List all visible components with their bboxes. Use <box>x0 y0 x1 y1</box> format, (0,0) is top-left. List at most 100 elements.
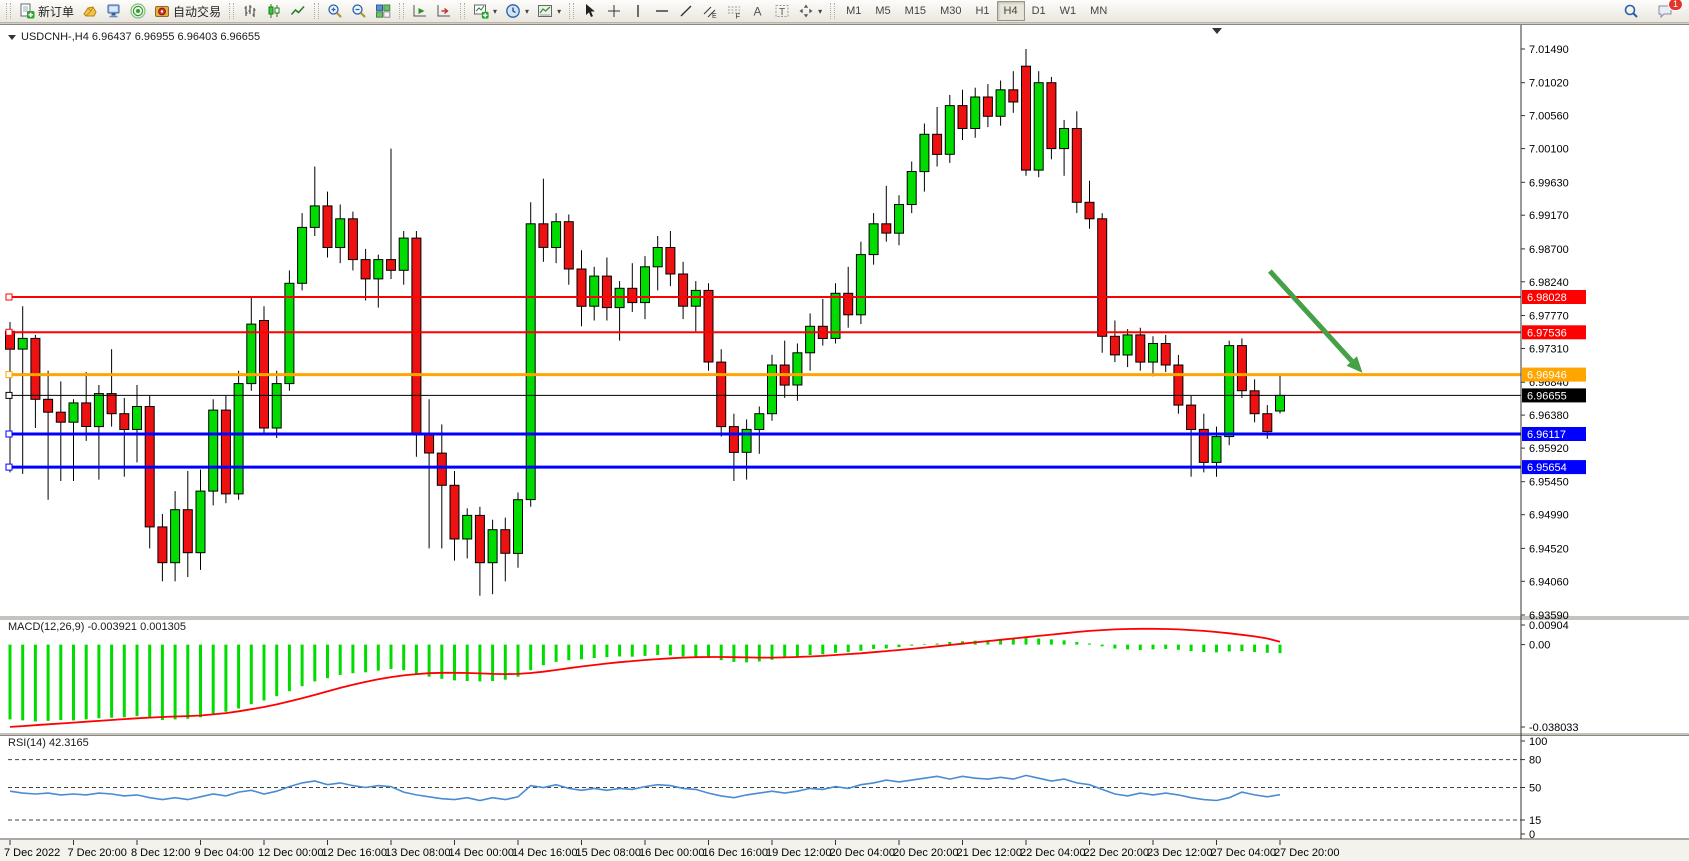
horizontal-level-6.96655[interactable] <box>5 391 1521 399</box>
svg-text:9 Dec 04:00: 9 Dec 04:00 <box>195 847 254 859</box>
candle <box>906 171 917 205</box>
tf-m15-button[interactable]: M15 <box>898 1 933 21</box>
candle <box>1186 404 1197 431</box>
svg-text:20 Dec 04:00: 20 Dec 04:00 <box>830 847 895 859</box>
candle <box>30 337 41 400</box>
svg-text:6.95654: 6.95654 <box>1527 462 1567 474</box>
zoom-out-icon <box>351 3 367 19</box>
svg-text:F: F <box>736 12 741 20</box>
notifications-button[interactable]: 1 <box>1653 0 1683 21</box>
zoom-in-button[interactable] <box>323 1 347 21</box>
tf-w1-button[interactable]: W1 <box>1053 1 1084 21</box>
hline-icon <box>654 3 670 19</box>
zoom-out-button[interactable] <box>347 1 371 21</box>
horizontal-level-6.96946[interactable] <box>5 371 1521 379</box>
candle <box>678 273 689 307</box>
svg-text:22 Dec 04:00: 22 Dec 04:00 <box>1020 847 1085 859</box>
chevron-down-icon: ▾ <box>557 6 562 16</box>
toolbar-group-scroll <box>408 0 456 22</box>
candle <box>754 413 765 431</box>
candle <box>1122 334 1133 356</box>
new-order-button[interactable]: 新订单 <box>15 1 78 21</box>
tf-m5-button[interactable]: M5 <box>868 1 897 21</box>
toolbar-grip <box>569 3 575 19</box>
auto-trading-button[interactable]: 自动交易 <box>150 1 225 21</box>
toolbar-group-timeframes: M1 M5 M15 M30 H1 H4 D1 W1 MN <box>839 0 1114 22</box>
candle <box>462 514 473 540</box>
toolbar-grip <box>314 3 320 19</box>
pane-separators[interactable] <box>0 616 1689 840</box>
signals-button[interactable] <box>126 1 150 21</box>
candle <box>436 452 447 486</box>
auto-scroll-icon <box>412 3 428 19</box>
candle <box>551 221 562 248</box>
svg-text:6.97770: 6.97770 <box>1529 311 1569 323</box>
notification-badge: 1 <box>1667 0 1683 11</box>
vertical-line-button[interactable] <box>626 1 650 21</box>
chart-symbol-period: USDCNH-,H4 <box>21 31 89 43</box>
text-button[interactable]: A <box>746 1 770 21</box>
tile-windows-button[interactable] <box>371 1 395 21</box>
crosshair-button[interactable] <box>602 1 626 21</box>
tf-h4-button[interactable]: H4 <box>996 1 1025 21</box>
chart-shift-marker[interactable] <box>1212 28 1222 34</box>
periods-button[interactable]: ▾ <box>501 1 533 21</box>
chart-canvas[interactable]: 7.01490 7.01020 7.00560 7.00100 6.99630 6.991… <box>0 25 1689 861</box>
market-watch-button[interactable] <box>78 1 102 21</box>
candle <box>843 292 854 316</box>
svg-text:19 Dec 12:00: 19 Dec 12:00 <box>766 847 831 859</box>
candle <box>1249 390 1260 415</box>
svg-text:E: E <box>712 13 717 19</box>
horizontal-line-button[interactable] <box>650 1 674 21</box>
time-axis[interactable]: 7 Dec 2022 7 Dec 20:00 8 Dec 12:00 9 Dec 04… <box>4 840 1339 859</box>
time-axis-background <box>0 840 1689 861</box>
horizontal-level-6.95654[interactable] <box>5 463 1521 471</box>
trendline-icon <box>678 3 694 19</box>
toolbar-group-new-objects: ▾ ▾ ▾ <box>469 0 565 22</box>
tf-m1-button[interactable]: M1 <box>839 1 868 21</box>
horizontal-level-6.98028[interactable] <box>5 293 1521 301</box>
chart-header[interactable]: USDCNH-,H4 6.96437 6.96955 6.96403 6.966… <box>8 31 260 43</box>
trend-arrow[interactable] <box>1267 269 1363 373</box>
candle <box>106 393 117 415</box>
clock-icon <box>505 3 521 19</box>
tf-m30-button[interactable]: M30 <box>933 1 968 21</box>
price-badge <box>1522 290 1586 304</box>
horizontal-level-6.97536[interactable] <box>5 328 1521 336</box>
svg-text:6.98700: 6.98700 <box>1529 244 1569 256</box>
tf-mn-button[interactable]: MN <box>1083 1 1114 21</box>
candle <box>538 223 549 248</box>
candlestick-button[interactable] <box>262 1 286 21</box>
candles-layer <box>5 49 1285 596</box>
horizontal-level-6.96117[interactable] <box>5 430 1521 438</box>
tiles-icon <box>375 3 391 19</box>
fibonacci-button[interactable]: F <box>722 1 746 21</box>
profile-button[interactable] <box>102 1 126 21</box>
line-chart-button[interactable] <box>286 1 310 21</box>
text-label-button[interactable]: T <box>770 1 794 21</box>
candle <box>347 218 358 261</box>
button-label: M1 <box>846 5 862 17</box>
tf-d1-button[interactable]: D1 <box>1025 1 1053 21</box>
svg-text:7.01020: 7.01020 <box>1529 78 1569 90</box>
new-chart-button[interactable]: ▾ <box>469 1 501 21</box>
svg-text:7 Dec 20:00: 7 Dec 20:00 <box>68 847 127 859</box>
cursor-button[interactable] <box>578 1 602 21</box>
candle <box>690 289 701 307</box>
candle <box>576 268 587 307</box>
candle <box>17 337 28 350</box>
equidistant-channel-button[interactable]: E <box>698 1 722 21</box>
arrows-button[interactable]: ▾ <box>794 1 826 21</box>
svg-text:0: 0 <box>1529 829 1535 841</box>
candle <box>1160 343 1171 366</box>
templates-button[interactable]: ▾ <box>533 1 565 21</box>
candle <box>881 223 892 234</box>
price-axis[interactable]: 7.01490 7.01020 7.00560 7.00100 6.99630 6.991… <box>1520 25 1586 841</box>
candle <box>424 433 435 454</box>
search-button[interactable] <box>1619 1 1643 21</box>
bar-chart-button[interactable] <box>238 1 262 21</box>
tf-h1-button[interactable]: H1 <box>968 1 996 21</box>
auto-scroll-button[interactable] <box>408 1 432 21</box>
chart-shift-button[interactable] <box>432 1 456 21</box>
trendline-button[interactable] <box>674 1 698 21</box>
